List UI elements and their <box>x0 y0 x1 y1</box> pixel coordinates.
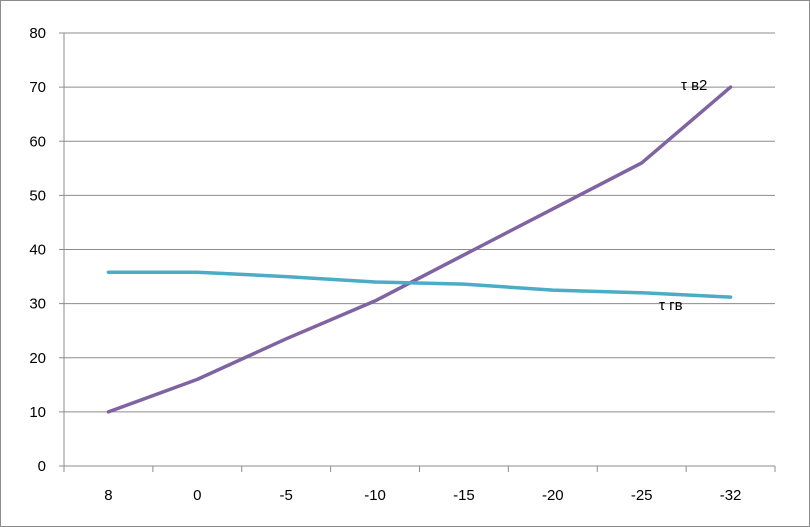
y-axis-ticks: 0 10 20 30 40 50 60 70 80 <box>29 25 64 475</box>
series-line-1 <box>106 270 733 299</box>
y-tick-label: 50 <box>29 187 46 204</box>
y-tick-label: 40 <box>29 242 46 259</box>
series-labels: τ в2 τ гв <box>659 77 707 314</box>
x-axis-ticks: 8 0 -5 -10 -15 -20 -25 -32 <box>63 466 776 504</box>
y-tick-label: 30 <box>29 296 46 313</box>
series-label-tau-v2: τ в2 <box>681 77 707 94</box>
y-tick-label: 80 <box>29 25 46 42</box>
x-tick-label: -20 <box>542 487 564 504</box>
x-tick-label: -10 <box>364 487 386 504</box>
y-tick-label: 10 <box>29 404 46 421</box>
y-tick-label: 70 <box>29 79 46 96</box>
series-label-tau-gv: τ гв <box>659 297 683 314</box>
x-tick-label: -15 <box>453 487 475 504</box>
y-tick-label: 0 <box>38 458 46 475</box>
x-tick-label: 0 <box>193 487 201 504</box>
series-line-0 <box>106 85 733 414</box>
x-tick-label: -25 <box>631 487 653 504</box>
series-lines <box>106 85 733 414</box>
x-tick-label: -32 <box>720 487 742 504</box>
x-tick-label: -5 <box>280 487 293 504</box>
gridlines <box>64 32 775 413</box>
x-tick-label: 8 <box>104 487 112 504</box>
y-tick-label: 20 <box>29 350 46 367</box>
y-tick-label: 60 <box>29 133 46 150</box>
